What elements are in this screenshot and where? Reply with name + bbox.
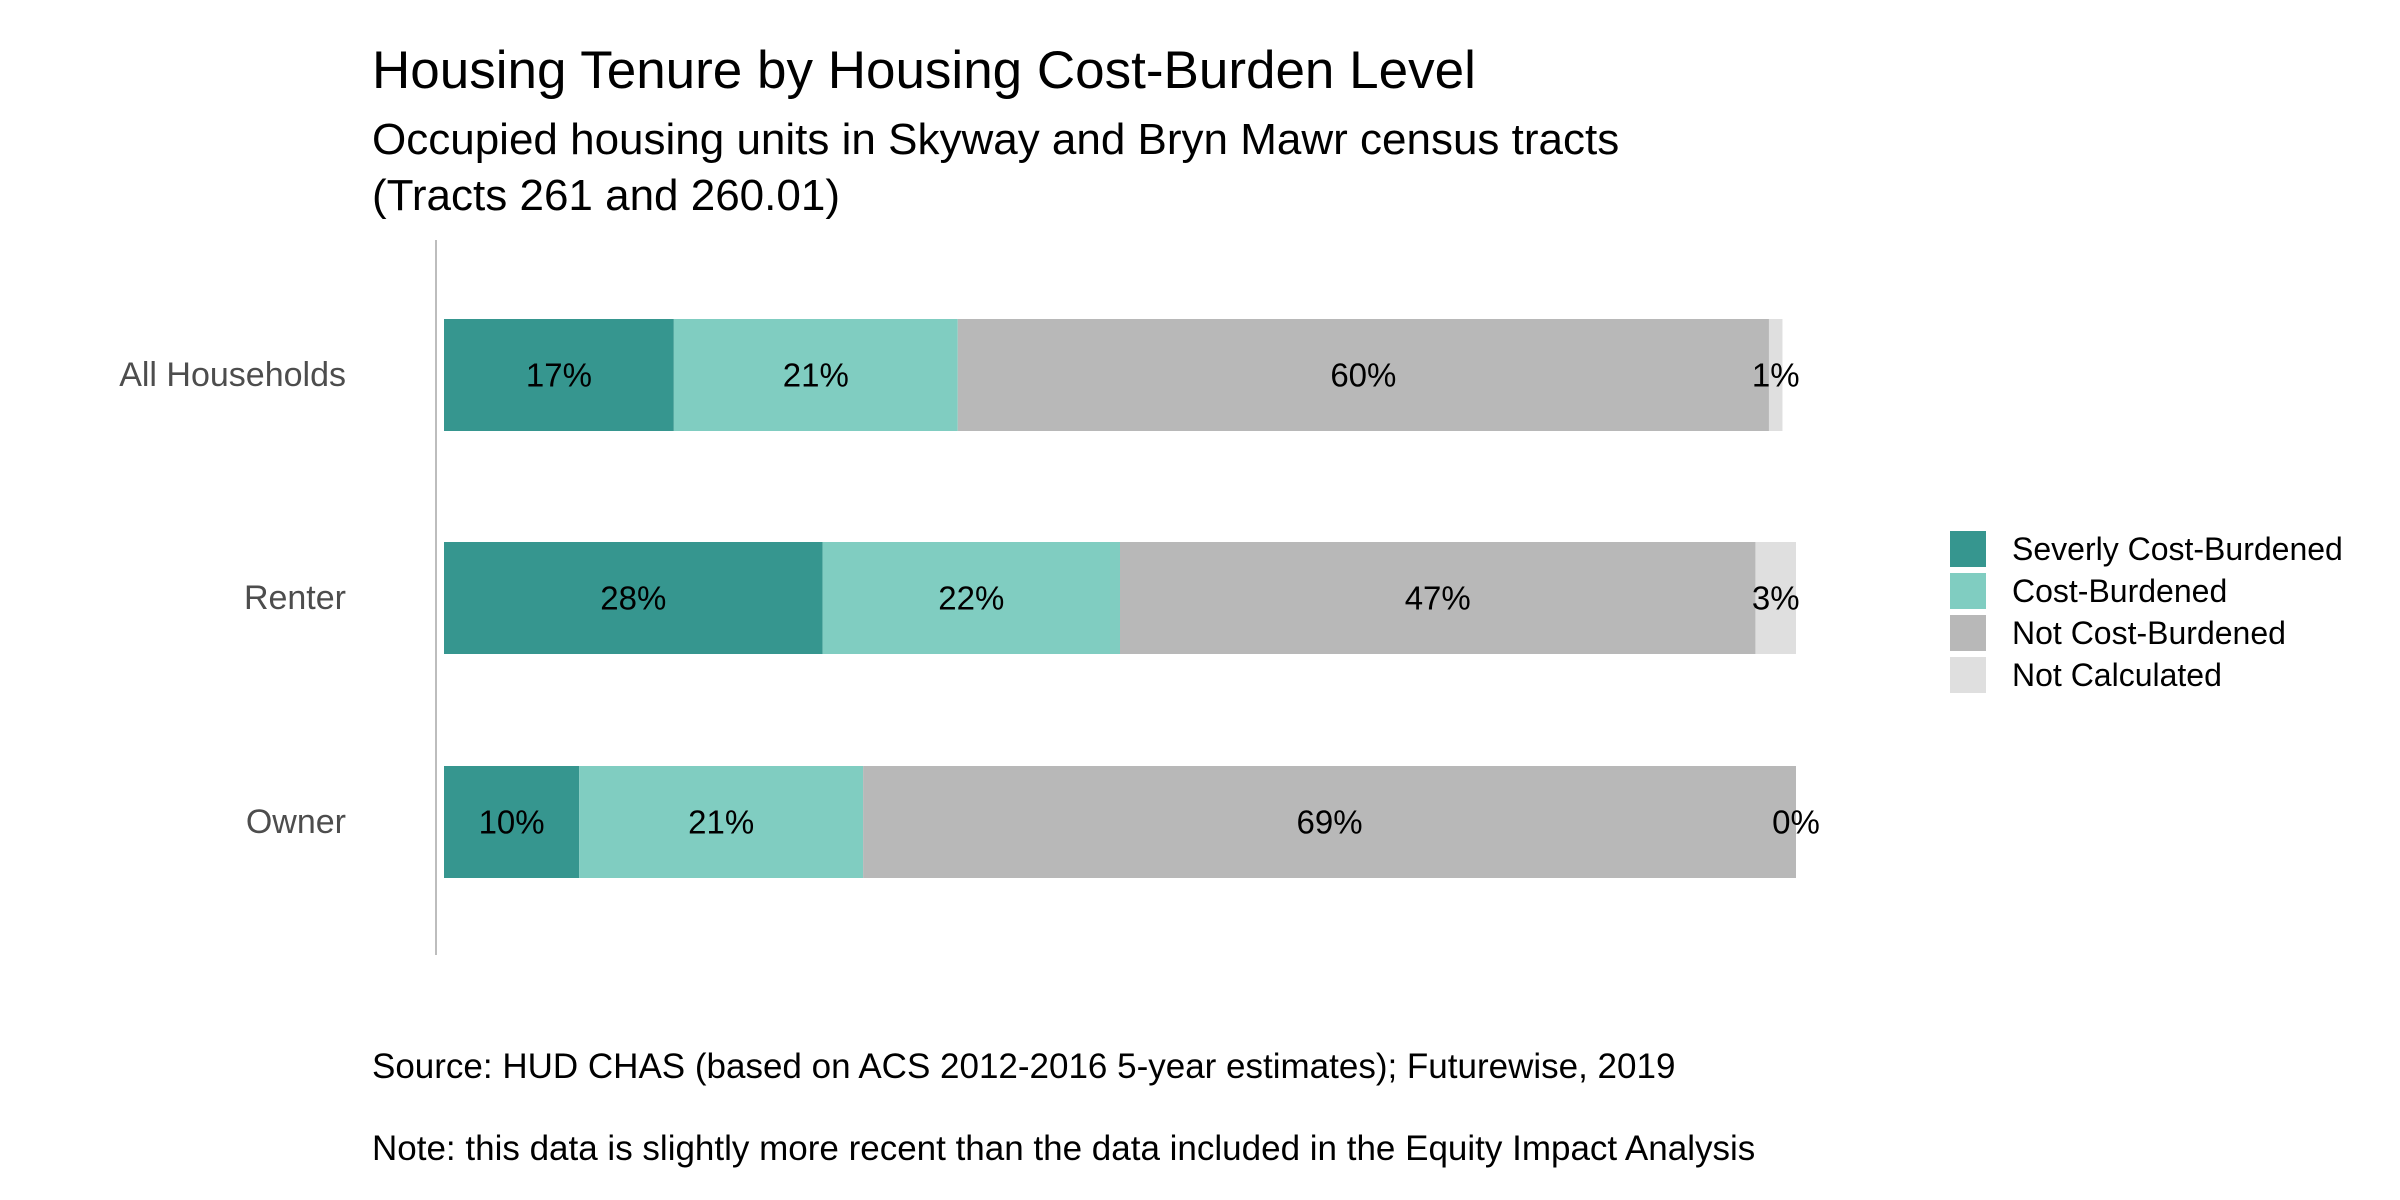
data-label-renter-severly-cost-burdened: 28% <box>600 580 666 617</box>
data-label-all-households-not-cost-burdened: 60% <box>1330 357 1396 394</box>
category-label-all-households: All Households <box>119 356 346 394</box>
category-label-owner: Owner <box>246 803 346 841</box>
subtitle-line-1: Occupied housing units in Skyway and Bry… <box>372 115 1620 164</box>
bar-segment-all-households-cost-burdened <box>673 319 958 431</box>
legend-label-not-cost-burdened: Not Cost-Burdened <box>2012 614 2286 651</box>
bar-segment-all-households-severly-cost-burdened <box>444 319 674 431</box>
data-label-all-households-severly-cost-burdened: 17% <box>526 357 592 394</box>
chart-subtitle: Occupied housing units in Skyway and Bry… <box>372 112 1872 224</box>
data-label-renter-not-calculated: 3% <box>1752 580 1800 617</box>
bar-segment-owner-not-cost-burdened <box>863 766 1796 878</box>
data-label-owner-not-calculated: 0% <box>1772 804 1820 841</box>
bar-segment-renter-severly-cost-burdened <box>444 542 823 654</box>
legend-item-cost-burdened: Cost-Burdened <box>1950 570 2343 612</box>
legend-key-cost-burdened <box>1950 573 1986 609</box>
bar-segment-owner-severly-cost-burdened <box>444 766 580 878</box>
legend-label-severly-cost-burdened: Severly Cost-Burdened <box>2012 530 2343 567</box>
legend-item-not-calculated: Not Calculated <box>1950 654 2343 696</box>
legend-key-not-cost-burdened <box>1950 615 1986 651</box>
bar-segment-renter-not-calculated <box>1755 542 1796 654</box>
bar-segment-all-households-not-calculated <box>1768 319 1783 431</box>
category-label-renter: Renter <box>244 579 346 617</box>
data-label-owner-severly-cost-burdened: 10% <box>479 804 545 841</box>
data-label-renter-not-cost-burdened: 47% <box>1405 580 1471 617</box>
data-label-owner-cost-burdened: 21% <box>688 804 754 841</box>
legend-label-not-calculated: Not Calculated <box>2012 656 2222 693</box>
chart-title: Housing Tenure by Housing Cost-Burden Le… <box>372 41 1476 100</box>
legend-label-cost-burdened: Cost-Burdened <box>2012 572 2228 609</box>
legend-key-severly-cost-burdened <box>1950 531 1986 567</box>
legend-item-not-cost-burdened: Not Cost-Burdened <box>1950 612 2343 654</box>
data-label-owner-not-cost-burdened: 69% <box>1297 804 1363 841</box>
chart-legend: Severly Cost-Burdened Cost-Burdened Not … <box>1950 528 2343 696</box>
stacked-bar-chart: All Households 17% 21% 60% 1% Renter 28% 22% 47%… <box>119 240 1820 955</box>
legend-key-not-calculated <box>1950 657 1986 693</box>
data-label-all-households-cost-burdened: 21% <box>783 357 849 394</box>
source-caption: Source: HUD CHAS (based on ACS 2012-2016… <box>372 1047 1676 1086</box>
bar-segment-renter-not-cost-burdened <box>1120 542 1756 654</box>
legend-item-severly-cost-burdened: Severly Cost-Burdened <box>1950 528 2343 570</box>
bar-segment-renter-cost-burdened <box>822 542 1120 654</box>
note-caption: Note: this data is slightly more recent … <box>372 1129 1756 1168</box>
subtitle-line-2: (Tracts 261 and 260.01) <box>372 171 840 220</box>
bar-segment-all-households-not-cost-burdened <box>957 319 1769 431</box>
bar-segment-owner-cost-burdened <box>579 766 864 878</box>
data-label-renter-cost-burdened: 22% <box>938 580 1004 617</box>
data-label-all-households-not-calculated: 1% <box>1752 357 1800 394</box>
